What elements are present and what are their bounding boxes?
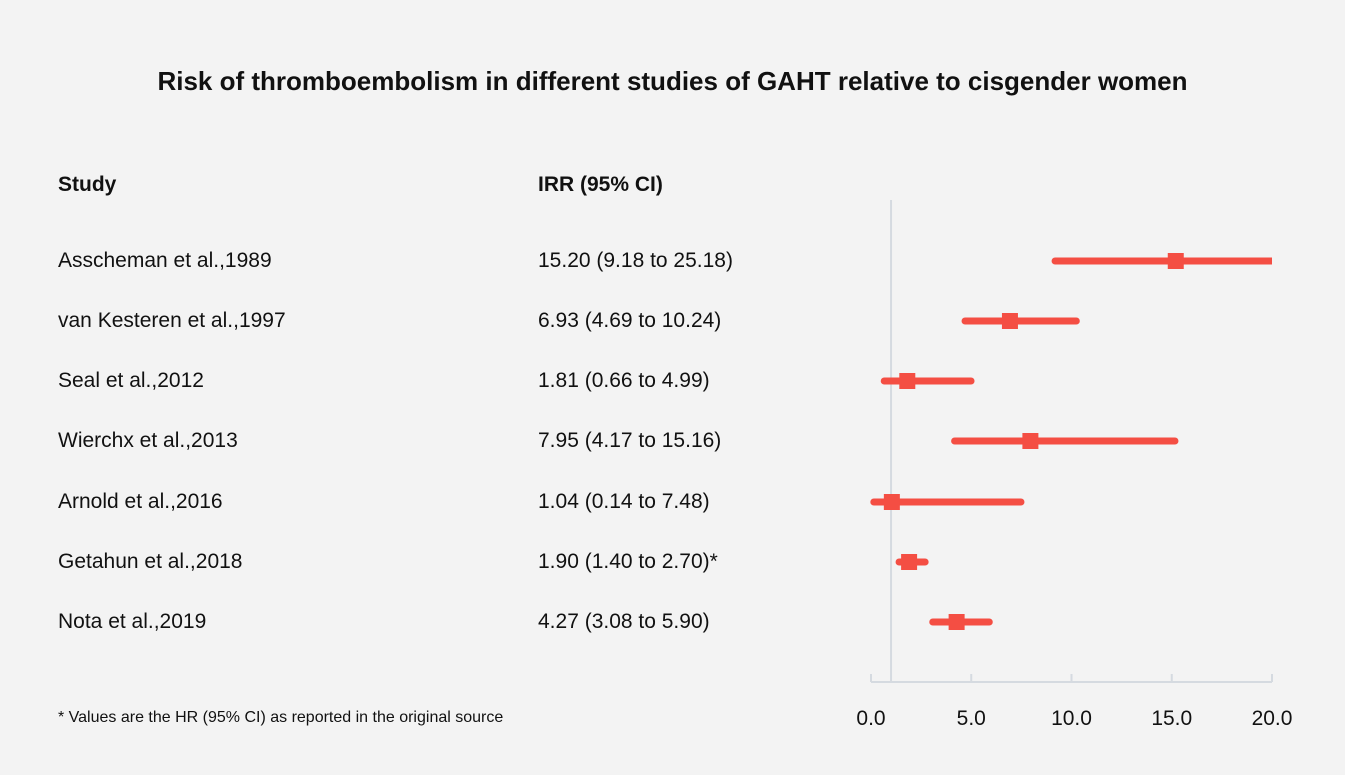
point-estimate-marker [901,554,918,570]
study-name: Arnold et al.,2016 [58,490,223,513]
x-tick-label: 15.0 [1151,707,1192,730]
footnote: * Values are the HR (95% CI) as reported… [58,709,504,726]
x-tick-label: 5.0 [957,707,986,730]
estimate-label: 15.20 (9.18 to 25.18) [538,249,733,272]
chart-title: Risk of thromboembolism in different stu… [157,66,1188,96]
x-tick-label: 0.0 [856,707,885,730]
estimate-label: 1.04 (0.14 to 7.48) [538,490,710,513]
study-name: Nota et al.,2019 [58,610,207,633]
point-estimate-marker [899,373,916,389]
estimate-label: 4.27 (3.08 to 5.90) [538,610,710,633]
estimate-label: 1.90 (1.40 to 2.70)* [538,550,718,573]
study-name: Wierchx et al.,2013 [58,429,238,452]
estimate-label: 7.95 (4.17 to 15.16) [538,429,722,452]
point-estimate-marker [883,494,900,510]
x-tick-label: 10.0 [1051,707,1092,730]
point-estimate-marker [948,614,965,630]
study-name: van Kesteren et al.,1997 [58,309,286,332]
estimate-label: 6.93 (4.69 to 10.24) [538,309,722,332]
estimate-label: 1.81 (0.66 to 4.99) [538,369,710,392]
point-estimate-marker [1167,253,1184,269]
estimate-column-header: IRR (95% CI) [538,173,663,196]
study-name: Asscheman et al.,1989 [58,249,272,272]
point-estimate-marker [1022,433,1039,449]
ci-line-cap [1051,257,1059,265]
study-name: Getahun et al.,2018 [58,550,243,573]
study-column-header: Study [58,173,117,196]
study-name: Seal et al.,2012 [58,369,204,392]
x-tick-label: 20.0 [1252,707,1293,730]
point-estimate-marker [1001,313,1018,329]
